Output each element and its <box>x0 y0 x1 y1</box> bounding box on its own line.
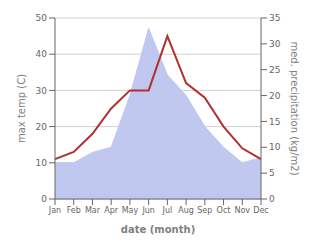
svg-text:35: 35 <box>269 13 280 23</box>
svg-text:Oct: Oct <box>217 206 231 215</box>
svg-text:Feb: Feb <box>67 206 81 215</box>
svg-text:date (month): date (month) <box>121 224 195 235</box>
svg-text:med. precipitation (kg/m2): med. precipitation (kg/m2) <box>289 41 300 175</box>
svg-text:0: 0 <box>41 194 47 204</box>
svg-text:40: 40 <box>36 49 48 59</box>
svg-text:May: May <box>122 206 139 215</box>
svg-text:Sep: Sep <box>197 206 212 215</box>
svg-text:Jan: Jan <box>48 206 61 215</box>
svg-text:Nov: Nov <box>234 206 250 215</box>
svg-text:5: 5 <box>269 168 275 178</box>
svg-text:0: 0 <box>269 194 275 204</box>
svg-text:Jun: Jun <box>141 206 155 215</box>
svg-text:max temp (C): max temp (C) <box>16 74 27 143</box>
svg-text:30: 30 <box>269 39 281 49</box>
svg-text:20: 20 <box>269 91 281 101</box>
svg-text:30: 30 <box>36 86 48 96</box>
svg-text:Apr: Apr <box>104 206 119 215</box>
svg-text:Dec: Dec <box>253 206 268 215</box>
svg-text:10: 10 <box>36 158 48 168</box>
svg-text:15: 15 <box>269 117 280 127</box>
svg-text:50: 50 <box>36 13 48 23</box>
svg-text:20: 20 <box>36 122 48 132</box>
svg-text:10: 10 <box>269 142 281 152</box>
svg-text:25: 25 <box>269 65 280 75</box>
svg-text:Mar: Mar <box>85 206 101 215</box>
svg-text:Jul: Jul <box>162 206 173 215</box>
svg-text:Aug: Aug <box>178 206 194 215</box>
